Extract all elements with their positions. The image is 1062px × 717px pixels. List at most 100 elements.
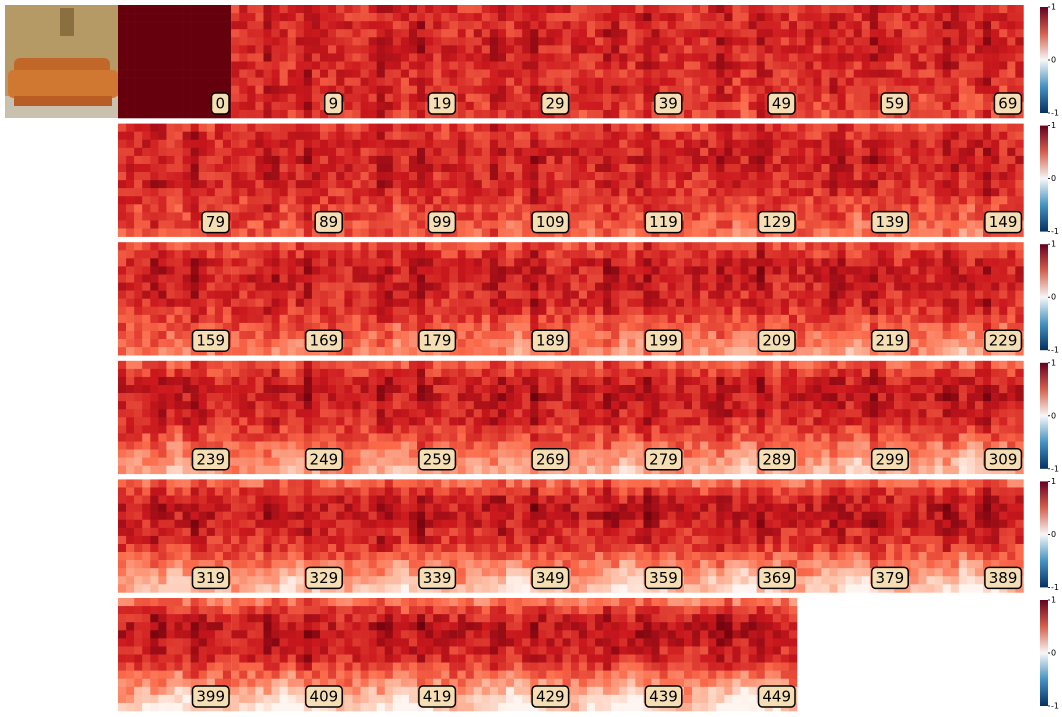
step-label-box <box>418 329 457 352</box>
heatmap-cell <box>885 290 895 299</box>
heatmap-cell <box>635 53 644 62</box>
heatmap-cell <box>692 37 701 46</box>
heatmap-cell <box>530 69 539 78</box>
heatmap-cell <box>255 314 264 324</box>
heatmap-cell <box>586 93 596 103</box>
heatmap-cell <box>441 123 450 132</box>
heatmap-cell <box>861 131 871 141</box>
heatmap-cell <box>651 196 660 205</box>
heatmap-cell <box>950 77 960 87</box>
heatmap-cell <box>845 69 854 78</box>
heatmap-cell <box>319 109 329 119</box>
heatmap-cell <box>578 163 588 173</box>
heatmap-cell <box>853 339 863 348</box>
heatmap-cell <box>506 180 515 189</box>
heatmap-cell <box>805 172 814 181</box>
heatmap-cell <box>756 45 766 54</box>
heatmap-cell <box>732 93 741 103</box>
heatmap-cell <box>126 242 135 251</box>
heatmap-cell <box>708 85 717 95</box>
heatmap-cell <box>813 204 822 213</box>
step-label: 199 <box>649 332 678 350</box>
heatmap-cell <box>942 109 952 119</box>
heatmap-cell <box>667 204 677 213</box>
heatmap-cell <box>126 465 135 475</box>
heatmap-cell <box>311 163 321 173</box>
heatmap-cell <box>239 204 248 213</box>
heatmap-cell <box>595 85 604 95</box>
heatmap-cell <box>190 385 200 394</box>
heatmap-cell <box>198 250 208 259</box>
heatmap-cell <box>999 131 1008 141</box>
heatmap-cell <box>287 131 297 141</box>
heatmap-cell <box>983 163 992 173</box>
heatmap-cell <box>384 250 394 259</box>
heatmap-cell <box>958 93 968 103</box>
heatmap-cell <box>821 163 830 173</box>
heatmap-cell <box>303 45 313 54</box>
heatmap-cell <box>158 298 167 308</box>
heatmap-cell <box>376 101 386 111</box>
heatmap-cell <box>400 258 410 267</box>
heatmap-cell <box>352 274 361 283</box>
heatmap-cell <box>910 347 919 356</box>
heatmap-cell <box>627 180 636 189</box>
heatmap-cell <box>400 282 410 291</box>
heatmap-cell <box>821 172 830 181</box>
heatmap-cell <box>433 298 442 308</box>
heatmap-cell <box>400 347 410 356</box>
heatmap-cell <box>942 347 952 356</box>
heatmap-cell <box>295 123 305 132</box>
heatmap-cell <box>352 258 361 267</box>
heatmap-cell <box>797 101 806 111</box>
heatmap-cell <box>716 29 725 38</box>
heatmap-cell <box>999 282 1008 291</box>
heatmap-cell <box>150 220 159 229</box>
heatmap-cell <box>829 21 838 30</box>
heatmap-cell <box>174 393 183 402</box>
heatmap-cell <box>716 250 725 259</box>
heatmap-cell <box>417 314 426 324</box>
heatmap-cell <box>400 228 410 237</box>
heatmap-cell <box>376 347 386 356</box>
heatmap-cell <box>974 85 984 95</box>
heatmap-cell <box>692 180 701 189</box>
heatmap-cell <box>942 204 952 213</box>
heatmap-cell <box>190 53 200 62</box>
heatmap-cell <box>481 250 491 259</box>
heatmap-cell <box>392 37 402 46</box>
heatmap-cell <box>619 77 628 87</box>
heatmap-cell <box>303 101 313 111</box>
heatmap-cell <box>279 93 288 103</box>
heatmap-cell <box>336 69 345 78</box>
heatmap-cell <box>837 101 846 111</box>
heatmap-cell <box>118 282 127 291</box>
heatmap-cell <box>222 131 232 141</box>
heatmap-cell <box>595 93 604 103</box>
heatmap-cell <box>368 131 377 141</box>
heatmap-cell <box>530 101 539 111</box>
heatmap-cell <box>222 322 232 332</box>
heatmap-cell <box>384 109 394 119</box>
heatmap-cell <box>732 347 741 356</box>
heatmap-cell <box>983 242 992 251</box>
heatmap-cell <box>538 250 547 259</box>
heatmap-cell <box>214 425 224 434</box>
heatmap-cell <box>408 139 418 149</box>
heatmap-cell <box>376 5 386 14</box>
heatmap-cell <box>821 298 830 308</box>
heatmap-cell <box>926 274 935 283</box>
heatmap-cell <box>684 290 693 299</box>
heatmap-cell <box>764 139 774 149</box>
heatmap-cell <box>845 330 854 340</box>
heatmap-cell <box>360 53 369 62</box>
heatmap-cell <box>651 180 660 189</box>
heatmap-cell <box>142 109 151 119</box>
heatmap-cell <box>611 212 620 221</box>
heatmap-cell <box>142 37 151 46</box>
heatmap-cell <box>877 204 887 213</box>
heatmap-cell <box>158 449 167 458</box>
heatmap-cell <box>441 139 450 149</box>
heatmap-cell <box>837 163 846 173</box>
heatmap-cell <box>675 274 685 283</box>
